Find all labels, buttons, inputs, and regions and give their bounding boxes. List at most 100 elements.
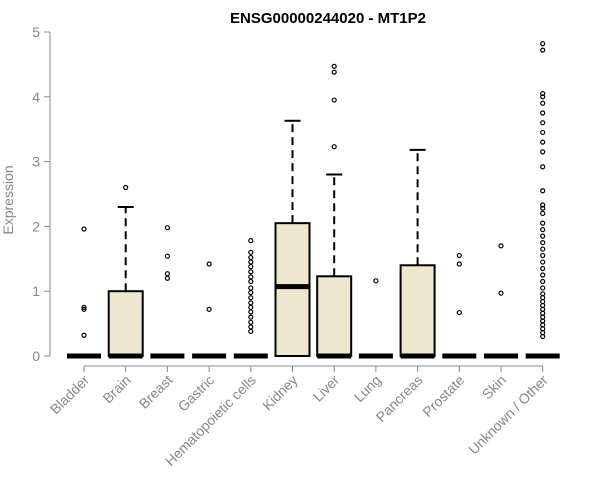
box-lung (358, 278, 393, 359)
outlier-point (456, 309, 462, 316)
outlier-point (248, 319, 254, 325)
outlier-point (540, 47, 546, 53)
outlier-point (540, 240, 546, 246)
outlier-point (540, 149, 546, 155)
outlier-point (248, 238, 254, 244)
outlier-point (498, 243, 504, 249)
y-tick-label: 1 (32, 283, 40, 299)
box-brain (107, 184, 144, 359)
outlier-point (248, 274, 254, 280)
box-unknown-other (525, 41, 560, 359)
x-tick-label: Lung (351, 372, 384, 405)
outlier-point (540, 110, 546, 116)
outlier-point (248, 259, 254, 265)
outlier-point (540, 41, 546, 47)
outlier-point (164, 253, 170, 259)
outlier-point (248, 269, 254, 275)
outlier-point (540, 265, 546, 272)
outlier-point (540, 291, 546, 297)
outlier-point (123, 184, 129, 191)
box-liver (316, 63, 353, 359)
outlier-point (206, 261, 212, 267)
outlier-point (540, 164, 546, 170)
outlier-point (540, 100, 546, 106)
y-tick-label: 5 (32, 24, 40, 40)
outlier-point (81, 306, 87, 312)
outlier-point (206, 306, 212, 312)
outlier-point (248, 249, 254, 255)
box-rect (107, 290, 144, 358)
outlier-point (540, 252, 546, 259)
outlier-point (540, 139, 546, 145)
outlier-point (540, 205, 546, 211)
box-rect (274, 222, 311, 357)
outlier-point (81, 304, 87, 310)
outlier-point (540, 246, 546, 252)
outlier-point (248, 295, 254, 301)
box-prostate (442, 252, 477, 359)
outlier-point (248, 285, 254, 291)
outlier-point (540, 278, 546, 285)
x-tick-label: Unknown / Other (465, 372, 551, 458)
y-axis-label: Expression (0, 165, 16, 234)
chart-title: ENSG00000244020 - MT1P2 (230, 10, 426, 27)
outlier-point (540, 188, 546, 194)
outlier-point (248, 278, 254, 285)
outlier-point (540, 94, 546, 100)
x-tick-label: Breast (136, 372, 176, 412)
outlier-point (540, 259, 546, 265)
y-tick-label: 3 (32, 154, 40, 170)
box-rect (399, 264, 436, 357)
box-gastric (192, 261, 227, 359)
box-bladder (67, 226, 101, 359)
outlier-point (164, 271, 170, 277)
outlier-point (248, 324, 254, 330)
outlier-point (456, 261, 462, 267)
outlier-point (81, 226, 87, 232)
box-kidney (274, 119, 311, 357)
y-axis: 0 1 2 3 4 5 (32, 24, 51, 364)
outlier-point (373, 278, 379, 284)
outlier-point (164, 225, 170, 231)
outlier-point (331, 144, 337, 150)
outlier-point (248, 309, 254, 315)
outlier-point (498, 290, 504, 296)
box-breast (150, 225, 185, 359)
outlier-point (540, 220, 546, 226)
outlier-point (540, 120, 546, 126)
outlier-point (456, 252, 462, 259)
outlier-point (164, 275, 170, 281)
outlier-point (540, 227, 546, 233)
boxes-layer (67, 41, 560, 359)
y-tick-label: 4 (32, 89, 40, 105)
outlier-point (331, 63, 337, 69)
outlier-point (540, 202, 546, 208)
outlier-point (540, 285, 546, 291)
outlier-point (540, 272, 546, 278)
x-tick-label: Skin (479, 372, 510, 403)
x-tick-label: Brain (99, 372, 133, 406)
outlier-point (331, 69, 337, 75)
outlier-point (540, 210, 546, 217)
box-skin (484, 243, 518, 359)
box-hematopoietic-cells (233, 238, 268, 359)
x-tick-label: Prostate (419, 372, 467, 420)
y-tick-label: 2 (32, 218, 40, 234)
x-tick-label: Bladder (47, 372, 93, 418)
box-pancreas (399, 148, 436, 359)
outlier-point (248, 304, 254, 310)
outlier-point (331, 97, 337, 103)
outlier-point (540, 90, 546, 97)
outlier-point (81, 332, 87, 338)
outlier-point (248, 263, 254, 270)
outlier-point (248, 289, 254, 296)
x-tick-label: Kidney (259, 372, 301, 414)
x-tick-label: Liver (310, 372, 343, 405)
outlier-point (248, 314, 254, 320)
y-tick-label: 0 (32, 348, 40, 364)
outlier-point (540, 129, 546, 136)
outlier-point (248, 328, 254, 334)
outlier-point (248, 300, 254, 306)
